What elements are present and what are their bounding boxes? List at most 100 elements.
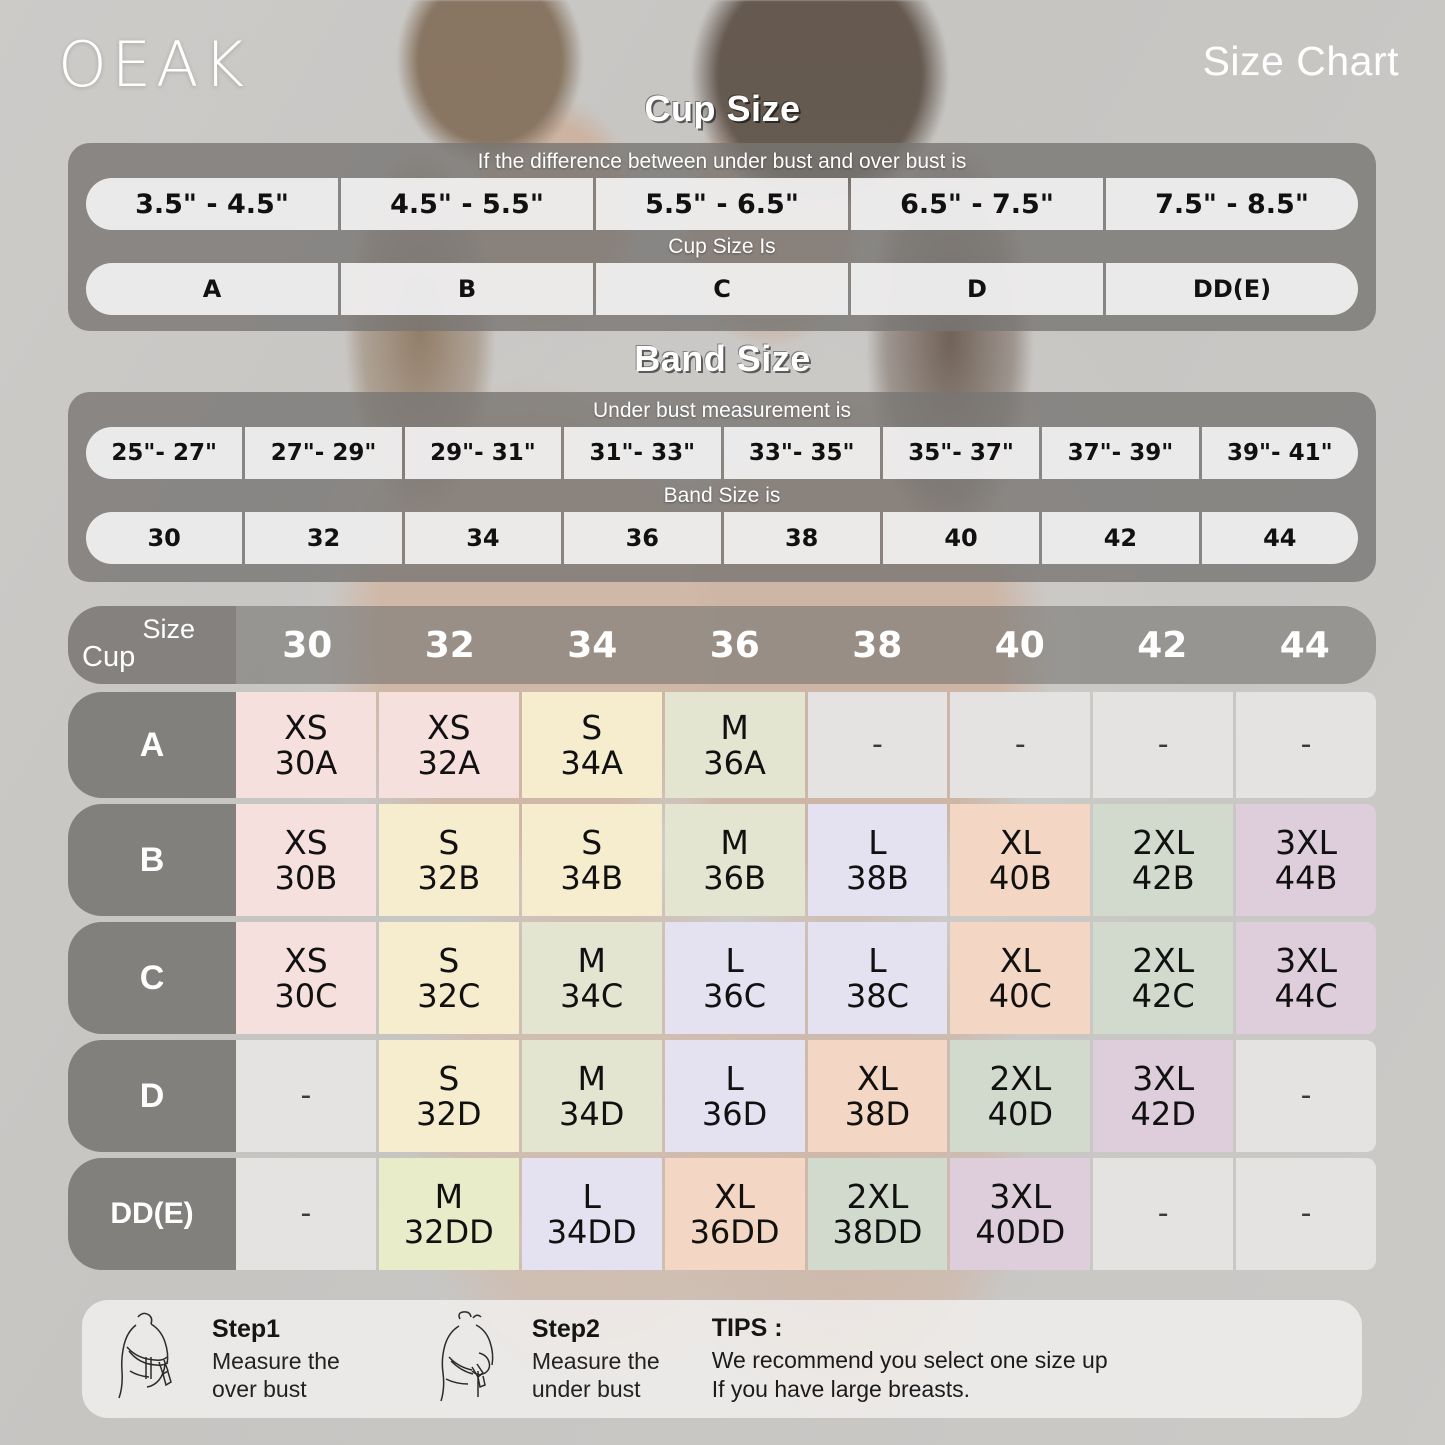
corner-size-label: Size (142, 614, 196, 644)
band-value-cell-2: 34 (404, 512, 562, 564)
matrix-cell-DD(E)-34: L 34DD (521, 1158, 662, 1270)
cell-size: 3XL (1132, 1058, 1195, 1098)
cup-range-cell-4: 7.5" - 8.5" (1106, 178, 1358, 230)
cup-range-row: 3.5" - 4.5" 4.5" - 5.5" 5.5" - 6.5" 6.5" - … (68, 178, 1376, 230)
cell-size: S (438, 940, 460, 980)
band-range-cell-6: 37"- 39" (1042, 427, 1199, 479)
matrix-col-header-32: 32 (424, 624, 475, 666)
cup-letter-cell-4: DD(E) (1106, 263, 1358, 315)
matrix-row-label-B: B (68, 804, 236, 916)
under-bust-measure-icon (416, 1309, 524, 1409)
matrix-col-header-40: 40 (994, 624, 1045, 666)
cup-letter-row: A B C D DD(E) (68, 263, 1376, 315)
cell-size: L (582, 1176, 601, 1216)
matrix-cell-C-34: M 34C (521, 922, 662, 1034)
cell-size: S (438, 822, 460, 862)
cell-code: 38D (844, 1094, 911, 1133)
matrix-cells: - S 32D M 34D L 36D XL 38D 2XL 40D 3XL 42D - (236, 1040, 1376, 1152)
tips-desc-line1: We recommend you select one size up (711, 1347, 1108, 1374)
cup-size-title: Cup Size (644, 88, 801, 129)
cell-size: S (581, 822, 603, 862)
matrix-cell-D-44: - (1236, 1040, 1376, 1152)
cell-code: 34B (560, 858, 624, 897)
step2-text: Step2 Measure the under bust (532, 1315, 660, 1403)
cell-code: 30B (274, 858, 338, 897)
cell-size: M (434, 1176, 464, 1216)
matrix-cell-DD(E)-30: - (236, 1158, 376, 1270)
band-size-panel: Under bust measurement is 25"- 27" 27"- 2… (68, 392, 1376, 582)
matrix-cell-D-42: 3XL 42D (1093, 1040, 1234, 1152)
corner-cup-label: Cup (82, 641, 136, 673)
cell-code: 36B (703, 858, 766, 897)
band-range-row: 25"- 27" 27"- 29" 29"- 31" 31"- 33" 33"- 35"… (68, 427, 1376, 479)
band-value-row: 30 32 34 36 38 40 42 44 (68, 512, 1376, 564)
step2-block: Step2 Measure the under bust (402, 1309, 660, 1409)
matrix-column-headers: 30 32 34 36 38 40 42 44 (236, 606, 1376, 684)
footer-bar: Step1 Measure the over bust (82, 1300, 1362, 1418)
cell-size: XS (284, 707, 328, 747)
matrix-col-header-44: 44 (1279, 624, 1330, 666)
cell-size: 2XL (989, 1058, 1052, 1098)
band-range-cell-0: 25"- 27" (86, 427, 243, 479)
page-title: Size Chart (1202, 38, 1399, 84)
matrix-cell-B-44: 3XL 44B (1236, 804, 1376, 916)
matrix-cell-DD(E)-36: XL 36DD (664, 1158, 805, 1270)
band-value-cell-7: 44 (1201, 512, 1358, 564)
cup-letter-cell-3: D (851, 263, 1103, 315)
cell-code: 32C (417, 976, 481, 1015)
cell-code: 40D (987, 1094, 1053, 1133)
tips-desc-line2: If you have large breasts. (711, 1376, 970, 1402)
matrix-cells: XS 30B S 32B S 34B M 36B L 38B XL 40B 2XL 42B 3XL 44B (236, 804, 1376, 916)
matrix-cell-C-40: XL 40C (950, 922, 1091, 1034)
band-value-cell-1: 32 (245, 512, 402, 564)
band-size-title: Band Size (634, 338, 811, 379)
cell-size: XS (427, 707, 471, 747)
matrix-body: A XS 30A XS 32A S 34A M 36A - - - - B XS 30B S 32B S 34B M 36… (68, 692, 1376, 1270)
matrix-row-C: C XS 30C S 32C M 34C L 36C L 38C XL 40C 2XL 42C 3XL 44C (68, 922, 1376, 1034)
step2-title: Step2 (531, 1314, 600, 1343)
matrix-cell-B-42: 2XL 42B (1093, 804, 1234, 916)
cup-caption-top: If the difference between under bust and… (477, 150, 967, 173)
cell-size: 2XL (1132, 940, 1195, 980)
size-matrix: Size Cup 30 32 34 36 38 40 42 44 A XS 30A XS 32A S 34… (68, 606, 1376, 1276)
cell-code: 40DD (975, 1212, 1066, 1251)
matrix-cell-D-36: L 36D (664, 1040, 805, 1152)
tips-block: TIPS : We recommend you select one size … (712, 1314, 1108, 1404)
step1-desc-line1: Measure the (212, 1347, 340, 1374)
matrix-cell-B-32: S 32B (378, 804, 519, 916)
matrix-cell-A-40: - (950, 692, 1091, 798)
cell-code: 44B (1274, 858, 1338, 897)
cell-code: 40B (988, 858, 1052, 897)
cell-size: M (577, 940, 606, 980)
matrix-cell-C-30: XS 30C (236, 922, 376, 1034)
matrix-cell-B-36: M 36B (664, 804, 805, 916)
cup-letter-cell-1: B (341, 263, 593, 315)
band-caption-top: Under bust measurement is (593, 399, 851, 422)
matrix-col-header-34: 34 (567, 624, 618, 666)
cell-code: 40C (988, 976, 1052, 1015)
cup-range-cell-1: 4.5" - 5.5" (341, 178, 593, 230)
cell-code: 42C (1131, 976, 1195, 1015)
cell-code: 32A (417, 743, 481, 782)
cell-size: M (720, 707, 749, 747)
cell-size: S (438, 1058, 460, 1098)
band-caption-bottom: Band Size is (663, 484, 781, 507)
cup-range-cell-3: 6.5" - 7.5" (851, 178, 1103, 230)
cell-code: 38C (845, 976, 909, 1015)
cup-caption-bottom: Cup Size Is (668, 235, 776, 258)
step1-desc-line2: over bust (212, 1376, 307, 1402)
matrix-row-B: B XS 30B S 32B S 34B M 36B L 38B XL 40B 2XL 42B 3XL 44B (68, 804, 1376, 916)
matrix-row-label-D: D (68, 1040, 236, 1152)
matrix-col-header-38: 38 (852, 624, 903, 666)
band-range-cell-7: 39"- 41" (1201, 427, 1358, 479)
cell-code: 34D (559, 1094, 625, 1133)
matrix-cell-C-38: L 38C (807, 922, 948, 1034)
cell-code: 30A (274, 743, 338, 782)
matrix-cell-DD(E)-42: - (1093, 1158, 1234, 1270)
matrix-cells: XS 30C S 32C M 34C L 36C L 38C XL 40C 2XL 42C 3XL 44C (236, 922, 1376, 1034)
cell-code: 36A (703, 743, 766, 782)
step1-title: Step1 (212, 1314, 281, 1343)
band-value-cell-3: 36 (564, 512, 721, 564)
cell-code: 42B (1131, 858, 1195, 897)
matrix-row-DD(E): DD(E) - M 32DD L 34DD XL 36DD 2XL 38DD 3XL 40DD - - (68, 1158, 1376, 1270)
